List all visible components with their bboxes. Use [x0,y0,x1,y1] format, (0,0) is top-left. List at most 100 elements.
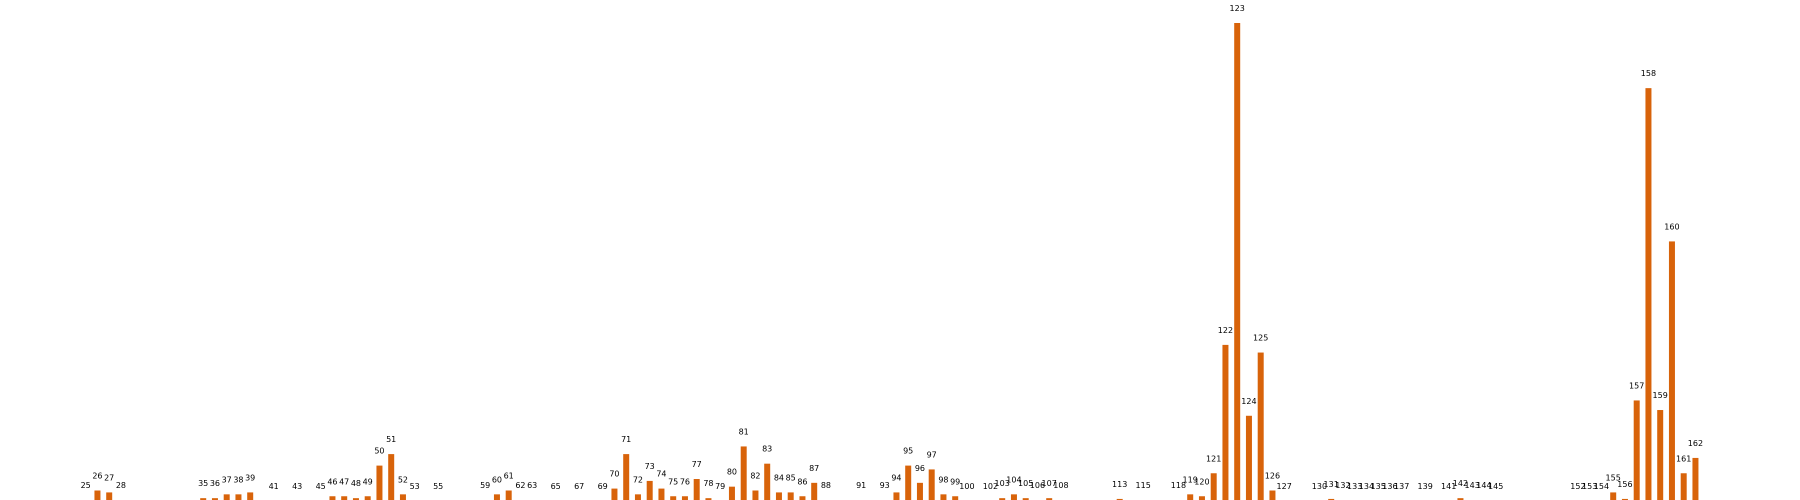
bar-label-27: 27 [104,473,114,482]
bar-label-137: 137 [1394,482,1409,491]
bar-label-106: 106 [1030,481,1045,490]
bar-123 [1234,23,1241,500]
bar-38 [235,494,242,500]
bar-label-124: 124 [1241,397,1256,406]
bar-50 [376,465,383,500]
bar-119 [1187,494,1194,500]
bar-83 [764,463,771,500]
bar-80 [728,486,735,500]
bar-97 [928,469,935,500]
bar-label-161: 161 [1676,454,1691,463]
bar-label-46: 46 [327,477,337,486]
bar-label-83: 83 [762,445,772,454]
bar-label-67: 67 [574,482,584,491]
bar-75 [670,496,677,500]
bar-61 [505,490,512,500]
bar-label-84: 84 [774,473,784,482]
bar-label-94: 94 [891,473,901,482]
bar-51 [388,454,395,500]
bar-label-65: 65 [551,482,561,491]
bar-121 [1210,473,1217,500]
bar-label-77: 77 [692,460,702,469]
bar-label-160: 160 [1664,222,1679,231]
bar-103 [999,498,1006,500]
bar-70 [611,488,618,500]
bar-label-119: 119 [1183,475,1198,484]
bar-126 [1269,490,1276,500]
bar-label-136: 136 [1382,482,1397,491]
bar-label-61: 61 [504,472,514,481]
bar-label-132: 132 [1335,481,1350,490]
bar-85 [787,492,794,500]
bar-label-87: 87 [809,464,819,473]
bar-155 [1610,492,1617,500]
bar-label-49: 49 [363,477,373,486]
bar-label-95: 95 [903,447,913,456]
bar-label-80: 80 [727,468,737,477]
bar-label-125: 125 [1253,334,1268,343]
bar-label-85: 85 [786,473,796,482]
bar-99 [952,496,959,500]
bar-107 [1046,498,1053,500]
bar-label-74: 74 [656,470,666,479]
bar-35 [200,498,207,500]
bar-label-63: 63 [527,481,537,490]
bar-label-120: 120 [1194,477,1209,486]
bar-label-28: 28 [116,481,126,490]
bar-160 [1668,241,1675,500]
bar-label-72: 72 [633,475,643,484]
bar-122 [1222,344,1229,500]
bar-label-76: 76 [680,477,690,486]
bar-label-78: 78 [703,479,713,488]
bar-label-99: 99 [950,477,960,486]
bar-label-108: 108 [1053,481,1068,490]
bar-120 [1198,496,1205,500]
bar-162 [1692,457,1699,500]
bar-label-131: 131 [1324,480,1339,489]
bar-52 [399,494,406,500]
bars-group [94,23,1699,500]
bar-78 [705,498,712,500]
bar-label-37: 37 [222,475,232,484]
bar-label-122: 122 [1218,326,1233,335]
bar-label-70: 70 [609,470,619,479]
bar-label-139: 139 [1418,482,1433,491]
bar-label-118: 118 [1171,481,1186,490]
bar-label-52: 52 [398,475,408,484]
bar-label-43: 43 [292,482,302,491]
bar-46 [329,496,336,500]
bar-104 [1010,494,1017,500]
bar-label-47: 47 [339,477,349,486]
bar-label-157: 157 [1629,381,1644,390]
bar-label-93: 93 [880,481,890,490]
bar-label-105: 105 [1018,479,1033,488]
bar-label-86: 86 [797,477,807,486]
bar-98 [940,494,947,500]
bar-label-113: 113 [1112,480,1127,489]
bar-label-69: 69 [598,482,608,491]
bar-label-153: 153 [1582,482,1597,491]
bar-label-159: 159 [1653,391,1668,400]
bar-71 [623,454,630,500]
bar-label-141: 141 [1441,482,1456,491]
bar-label-156: 156 [1617,480,1632,489]
bar-label-104: 104 [1006,475,1021,484]
bar-label-162: 162 [1688,439,1703,448]
bar-96 [916,482,923,500]
bar-label-73: 73 [645,462,655,471]
bar-94 [893,492,900,500]
bar-label-35: 35 [198,479,208,488]
bar-label-41: 41 [269,482,279,491]
bar-27 [106,492,113,500]
bar-label-45: 45 [316,482,326,491]
bar-label-98: 98 [938,475,948,484]
bar-label-62: 62 [515,481,525,490]
bar-label-144: 144 [1476,481,1491,490]
bar-label-39: 39 [245,473,255,482]
bar-label-115: 115 [1136,481,1151,490]
bar-label-48: 48 [351,479,361,488]
bar-label-38: 38 [233,475,243,484]
bar-label-75: 75 [668,477,678,486]
bar-label-59: 59 [480,481,490,490]
